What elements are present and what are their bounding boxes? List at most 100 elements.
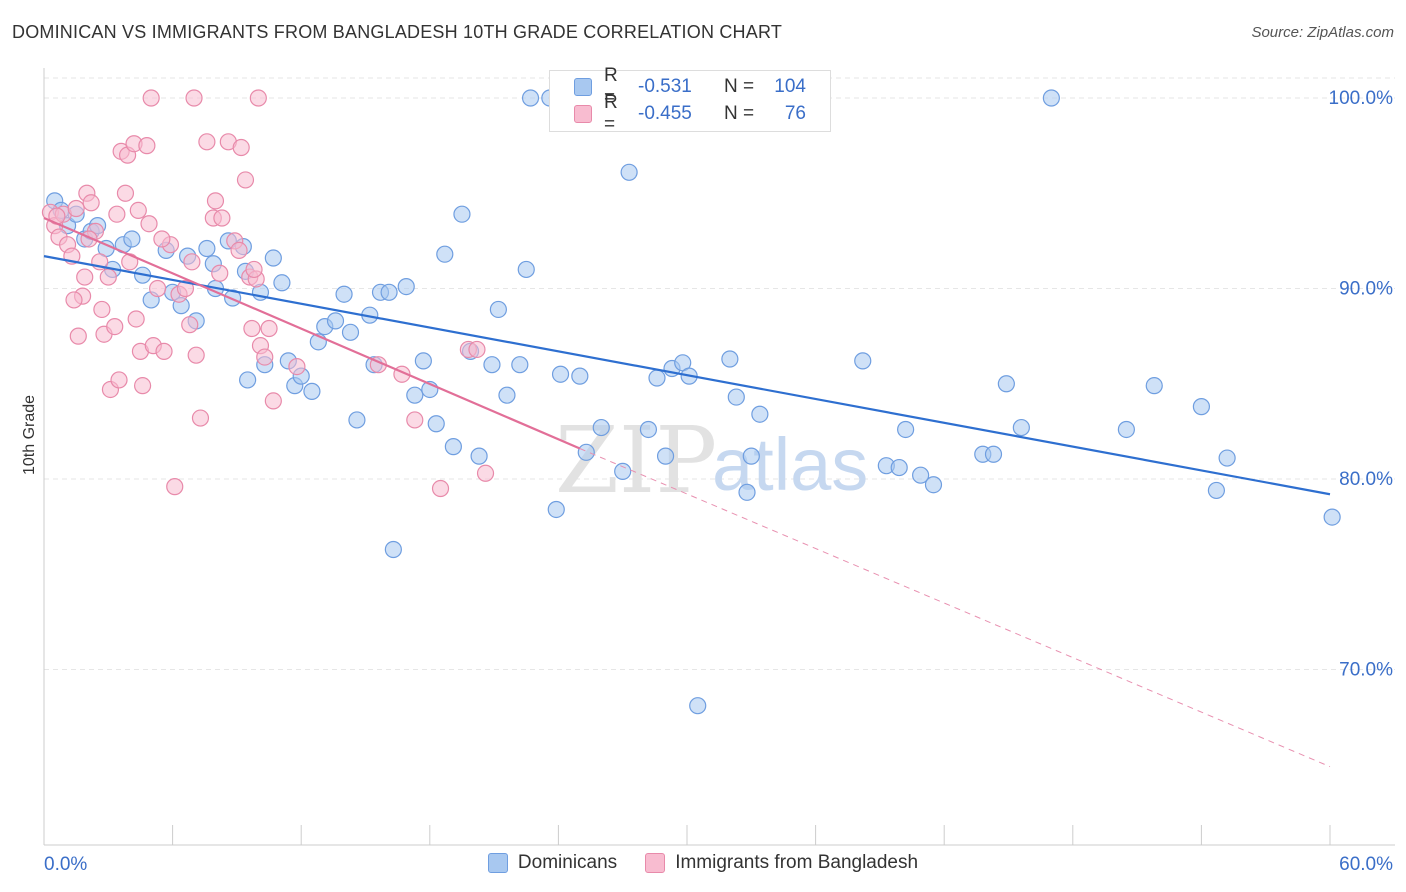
- n-label: N =: [724, 103, 755, 124]
- legend-item-bangladesh[interactable]: Immigrants from Bangladesh: [645, 852, 918, 874]
- point-bangladesh: [185, 89, 203, 107]
- point-bangladesh: [140, 215, 158, 233]
- point-bangladesh: [256, 348, 274, 366]
- stats-row-bangladesh: R = -0.455 N = 76: [574, 92, 806, 135]
- point-dominicans: [924, 476, 943, 494]
- n-label: N =: [724, 76, 755, 97]
- point-dominicans: [614, 462, 632, 480]
- stats-legend: R = -0.531 N = 104 R = -0.455 N = 76: [549, 65, 831, 135]
- y-tick-label: 90.0%: [1339, 279, 1393, 300]
- point-dominicans: [427, 415, 445, 433]
- point-dominicans: [264, 249, 282, 267]
- point-dominicans: [198, 239, 216, 258]
- legend-item-dominicans[interactable]: Dominicans: [487, 852, 618, 874]
- point-dominicans: [854, 352, 872, 370]
- point-dominicans: [498, 386, 516, 404]
- point-bangladesh: [245, 260, 263, 279]
- point-dominicans: [1207, 481, 1226, 500]
- watermark: ZIP atlas: [555, 407, 868, 514]
- point-bangladesh: [133, 377, 152, 395]
- tick-labels: 100.0% 90.0% 80.0% 70.0% 0.0% 60.0%: [44, 88, 1393, 875]
- point-bangladesh: [127, 310, 145, 328]
- trend-lines: [43, 217, 1331, 768]
- point-dominicans: [1323, 508, 1341, 526]
- point-dominicans: [335, 285, 353, 303]
- x-tick-label: 0.0%: [44, 854, 87, 875]
- point-dominicans: [483, 356, 501, 374]
- watermark-zip: ZIP: [555, 407, 717, 514]
- legend-swatch-blue: [487, 853, 508, 873]
- point-dominicans: [303, 382, 321, 400]
- point-dominicans: [436, 245, 454, 263]
- trend-line-bangladesh-extension: [579, 448, 1331, 768]
- point-dominicans: [897, 420, 915, 439]
- point-dominicans: [384, 540, 402, 559]
- point-dominicans: [1012, 418, 1030, 437]
- point-bangladesh: [260, 319, 278, 338]
- point-bangladesh: [76, 268, 94, 286]
- point-dominicans: [414, 352, 432, 370]
- legend-swatch-blue: [574, 78, 592, 96]
- point-bangladesh: [116, 184, 135, 202]
- point-dominicans: [689, 697, 707, 715]
- point-dominicans: [348, 411, 366, 429]
- y-tick-label: 70.0%: [1339, 660, 1393, 681]
- point-dominicans: [406, 386, 424, 404]
- point-dominicans: [551, 365, 570, 383]
- point-dominicans: [727, 388, 745, 406]
- n-value: 104: [774, 76, 806, 97]
- point-bangladesh: [236, 171, 255, 189]
- point-bangladesh: [181, 316, 199, 334]
- point-dominicans: [273, 274, 291, 292]
- point-bangladesh: [206, 192, 225, 210]
- point-bangladesh: [153, 230, 171, 248]
- point-dominicans: [571, 367, 589, 385]
- legend-swatch-pink: [574, 105, 592, 123]
- point-bangladesh: [155, 342, 173, 360]
- point-bangladesh: [176, 279, 195, 298]
- point-dominicans: [577, 443, 595, 461]
- source-label: Source: ZipAtlas.com: [1251, 24, 1394, 41]
- point-dominicans: [453, 205, 471, 223]
- point-bangladesh: [230, 241, 248, 259]
- point-dominicans: [397, 277, 415, 296]
- point-bangladesh: [82, 194, 100, 212]
- point-bangladesh: [288, 358, 306, 376]
- point-bangladesh: [187, 346, 205, 364]
- point-bangladesh: [468, 340, 486, 359]
- point-bangladesh: [183, 253, 201, 271]
- point-bangladesh: [249, 89, 267, 107]
- legend-label: Dominicans: [517, 852, 618, 873]
- legend-swatch-pink: [645, 853, 666, 873]
- point-dominicans: [1042, 89, 1060, 107]
- point-bangladesh: [213, 209, 231, 227]
- point-bangladesh: [198, 133, 216, 151]
- point-bangladesh: [108, 205, 126, 223]
- point-dominicans: [656, 447, 675, 465]
- point-bangladesh: [138, 137, 156, 155]
- axes: [43, 68, 1395, 846]
- point-bangladesh: [67, 199, 85, 218]
- point-bangladesh: [191, 409, 210, 427]
- point-bangladesh: [99, 268, 117, 286]
- y-tick-label: 100.0%: [1329, 88, 1394, 109]
- point-bangladesh: [232, 138, 250, 157]
- point-dominicans: [997, 375, 1015, 393]
- point-bangladesh: [69, 327, 87, 345]
- point-bangladesh: [476, 464, 495, 482]
- point-bangladesh: [431, 479, 450, 498]
- point-dominicans: [751, 405, 769, 423]
- y-tick-label: 80.0%: [1339, 469, 1393, 490]
- stats-row-dominicans: R = -0.531 N = 104: [574, 65, 806, 108]
- point-dominicans: [912, 466, 930, 484]
- r-value: -0.455: [638, 103, 692, 124]
- r-label: R =: [604, 92, 618, 135]
- point-dominicans: [648, 369, 666, 387]
- point-dominicans: [984, 445, 1003, 463]
- point-dominicans: [380, 283, 398, 301]
- point-dominicans: [1192, 398, 1211, 416]
- point-bangladesh: [129, 201, 147, 219]
- x-tick-label: 60.0%: [1339, 854, 1393, 875]
- point-dominicans: [239, 371, 257, 389]
- point-bangladesh: [142, 89, 160, 107]
